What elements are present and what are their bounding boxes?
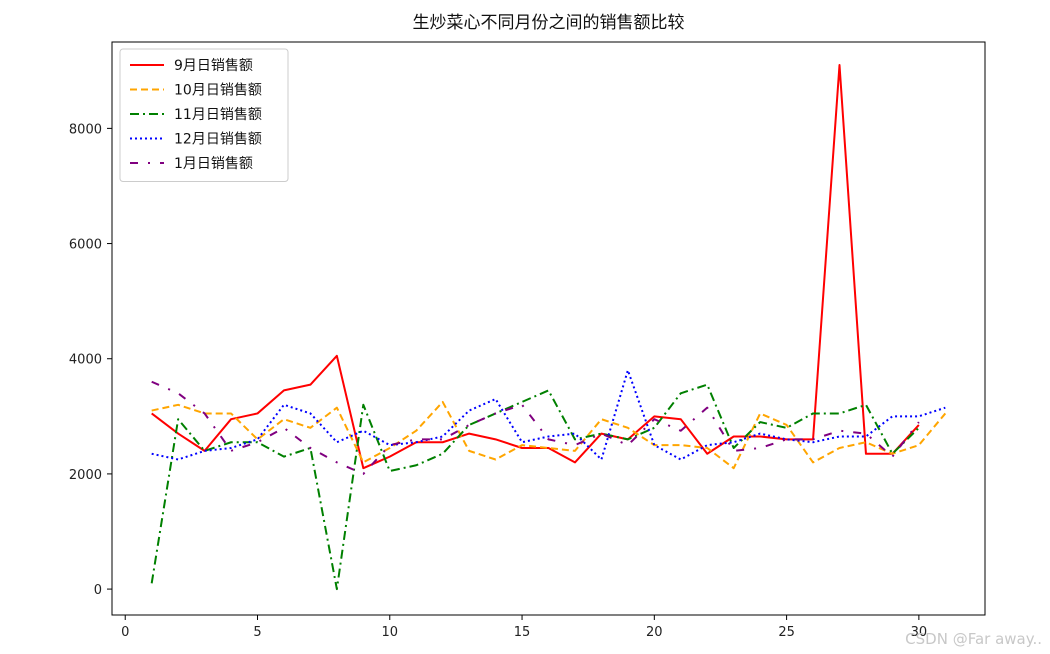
y-tick-label: 4000 xyxy=(69,353,102,368)
series-line-3 xyxy=(150,383,920,591)
y-axis: 0 2000 4000 6000 8000 xyxy=(69,122,112,598)
watermark: CSDN @Far away.. xyxy=(905,630,1042,648)
legend-label-2: 10月日销售额 xyxy=(174,83,262,99)
y-tick-label: 0 xyxy=(94,583,102,598)
x-tick-label: 20 xyxy=(646,625,663,640)
x-tick-label: 15 xyxy=(514,625,531,640)
y-tick-label: 2000 xyxy=(69,468,102,483)
legend-label-1: 9月日销售额 xyxy=(174,58,253,74)
y-tick-label: 8000 xyxy=(69,122,102,137)
legend-label-5: 1月日销售额 xyxy=(174,156,253,172)
series-line-1 xyxy=(151,64,920,470)
legend: 9月日销售额 10月日销售额 11月日销售额 12月日销售额 1月日销售额 xyxy=(119,48,289,182)
plot-lines xyxy=(150,64,947,591)
series-line-4 xyxy=(151,369,946,461)
x-tick-label: 5 xyxy=(253,625,261,640)
x-axis: 0 5 10 15 20 25 30 xyxy=(121,615,927,640)
chart-title: 生炒菜心不同月份之间的销售额比较 xyxy=(413,13,685,33)
x-tick-label: 10 xyxy=(381,625,398,640)
x-tick-label: 0 xyxy=(121,625,129,640)
legend-box xyxy=(119,48,289,182)
legend-label-4: 12月日销售额 xyxy=(174,132,262,148)
y-tick-label: 6000 xyxy=(69,238,102,253)
x-tick-label: 25 xyxy=(778,625,795,640)
plot-frame xyxy=(111,41,986,616)
x-tick-label: 30 xyxy=(911,625,928,640)
legend-label-3: 11月日销售额 xyxy=(174,107,262,123)
series-line-2 xyxy=(151,400,947,470)
